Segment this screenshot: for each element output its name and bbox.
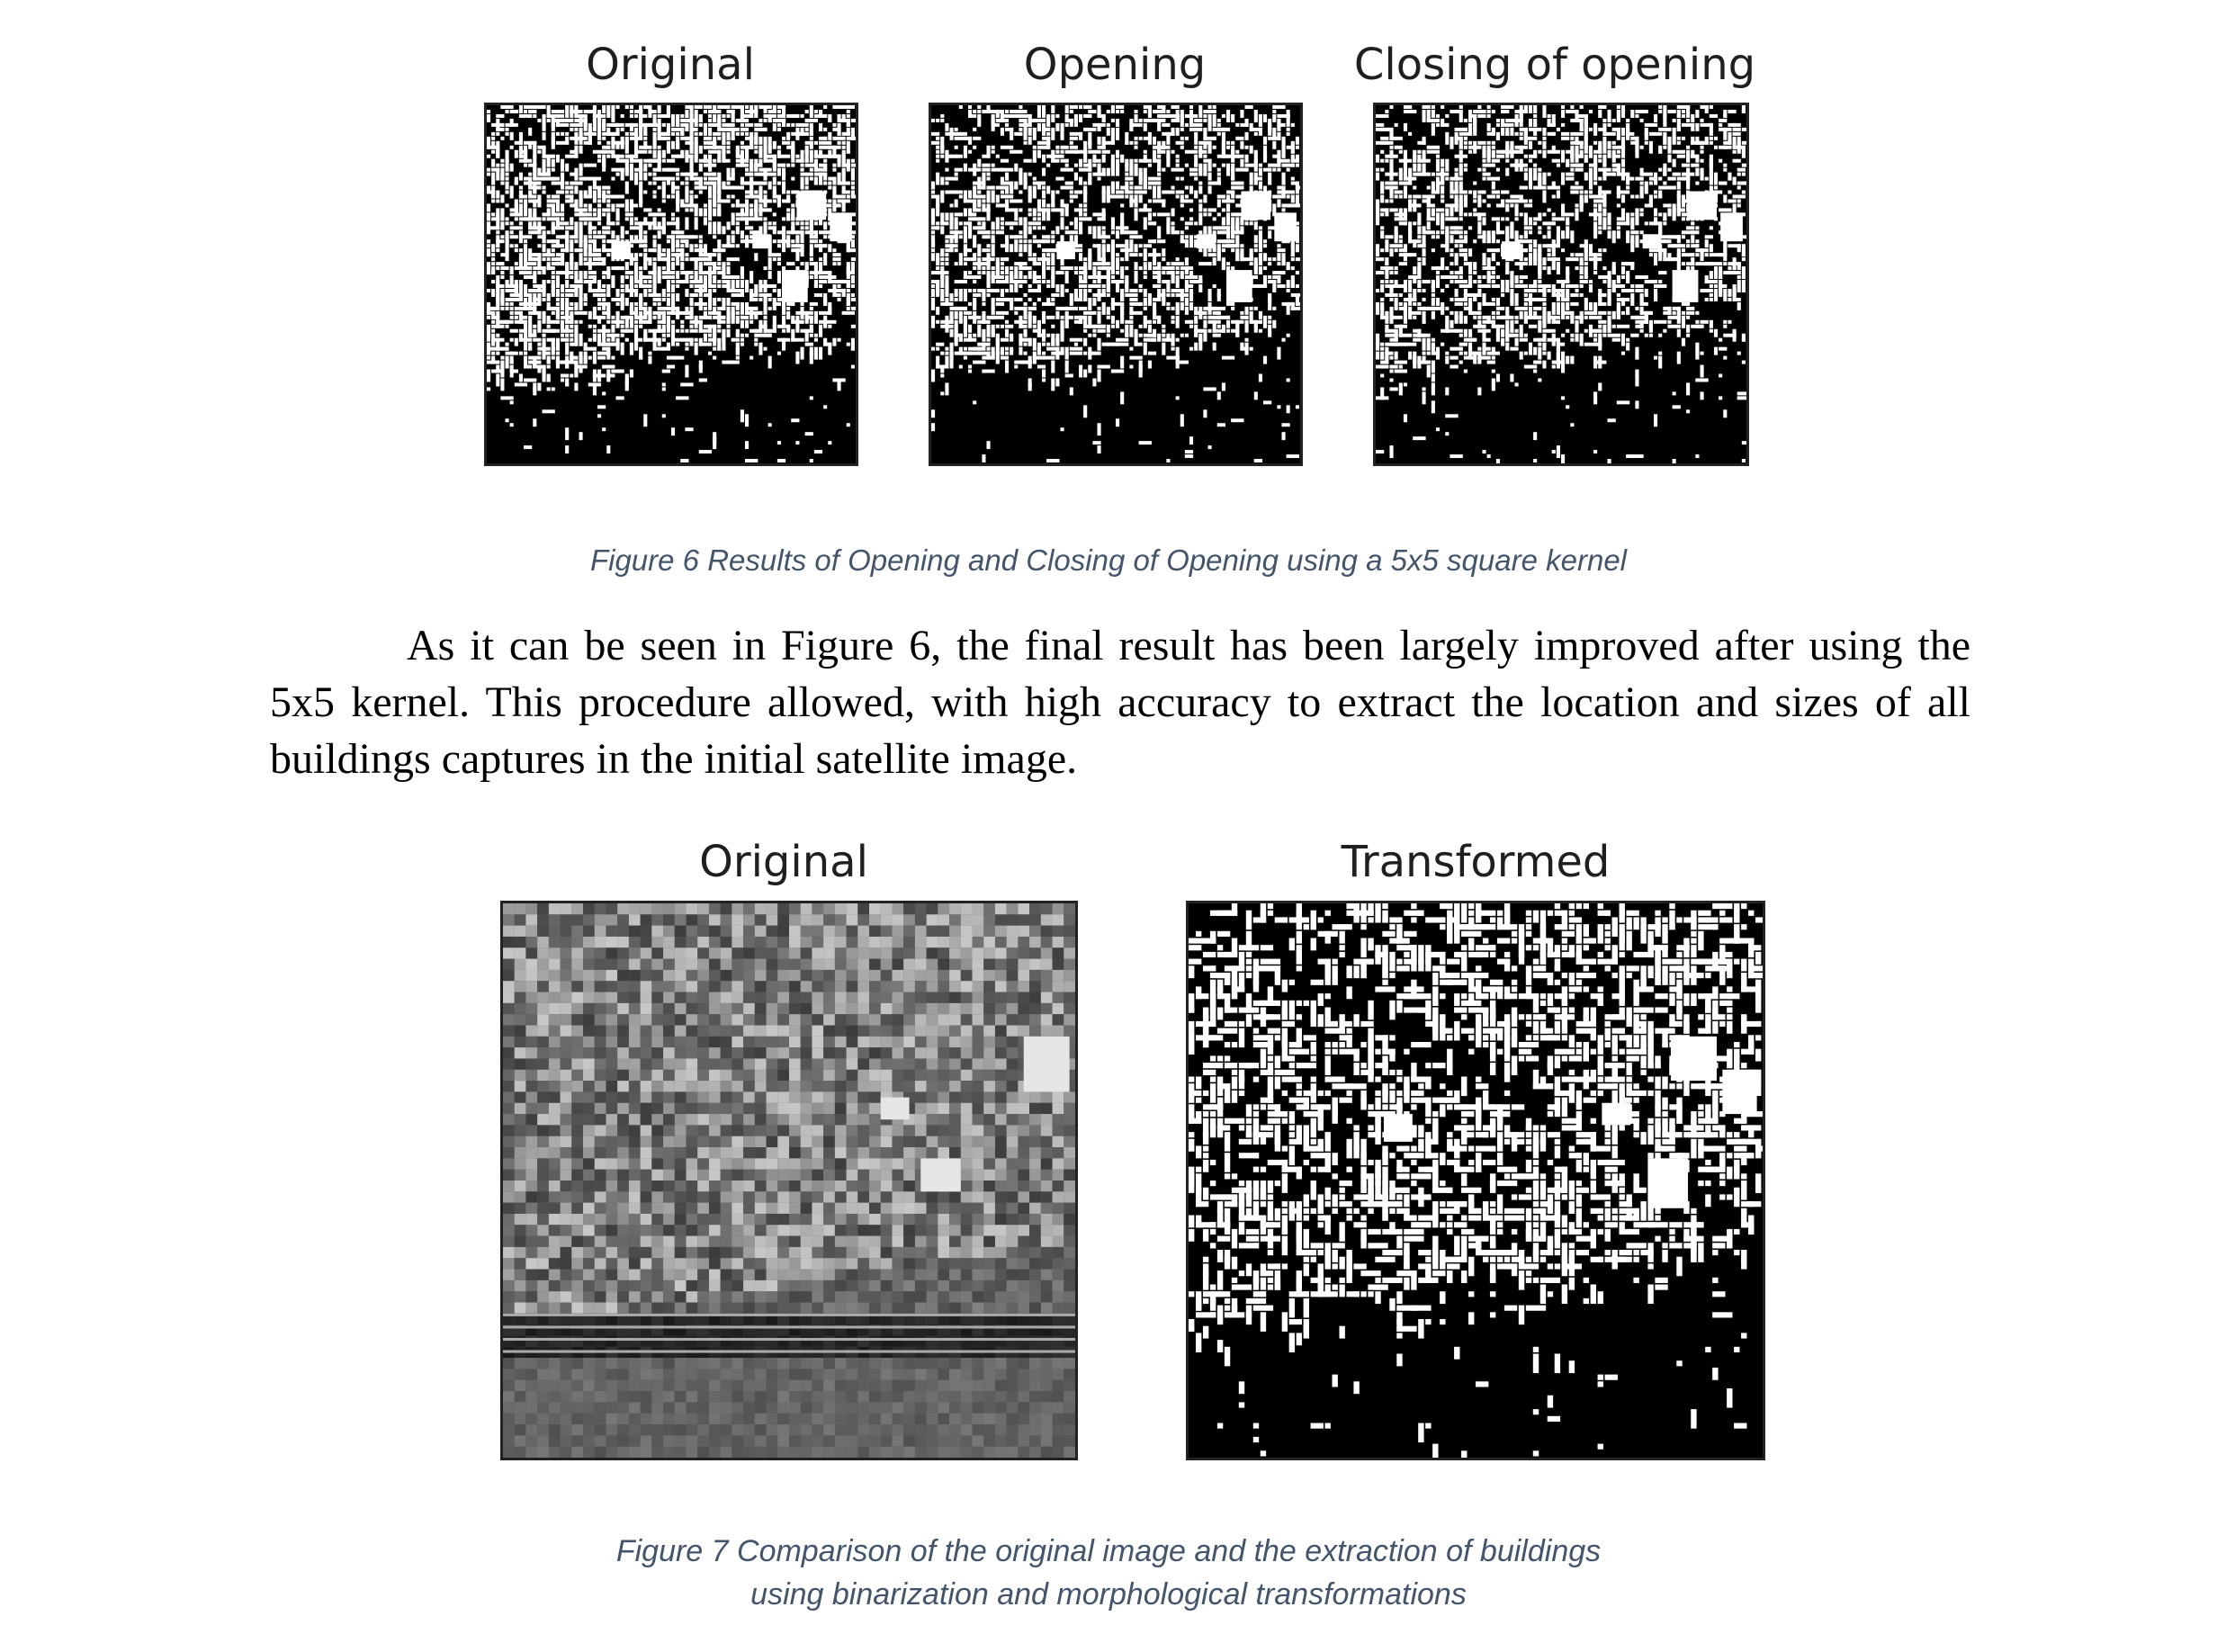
fig6-panel-title-opening: Opening (1023, 40, 1207, 90)
paragraph-line-3: buildings captures in the initial satell… (270, 735, 1078, 783)
figure6-caption: Figure 6 Results of Opening and Closing … (589, 543, 1628, 577)
fig6-closing-of-opening-image (1373, 103, 1749, 466)
body-paragraph: As it can be seen in Figure 6, the final… (270, 617, 1970, 787)
figure7-caption-line-1: Figure 7 Comparison of the original imag… (615, 1534, 1602, 1568)
fig6-panel-title-original: Original (586, 40, 755, 90)
fig6-panel-title-closing-of-opening: Closing of opening (1353, 40, 1756, 90)
fig6-opening-image (929, 103, 1303, 466)
paragraph-line-2: 5x5 kernel. This procedure allowed, with… (270, 678, 1970, 726)
fig7-original-satellite-image (500, 901, 1078, 1460)
fig7-panel-title-original: Original (699, 837, 868, 887)
paragraph-line-1: As it can be seen in Figure 6, the final… (407, 622, 1970, 669)
fig7-panel-title-transformed: Transformed (1341, 837, 1611, 887)
fig6-original-image (484, 103, 858, 466)
figure7-caption: Figure 7 Comparison of the original imag… (0, 1530, 2217, 1616)
figure7-caption-line-2: using binarization and morphological tra… (750, 1577, 1467, 1612)
fig7-transformed-image (1186, 901, 1765, 1460)
